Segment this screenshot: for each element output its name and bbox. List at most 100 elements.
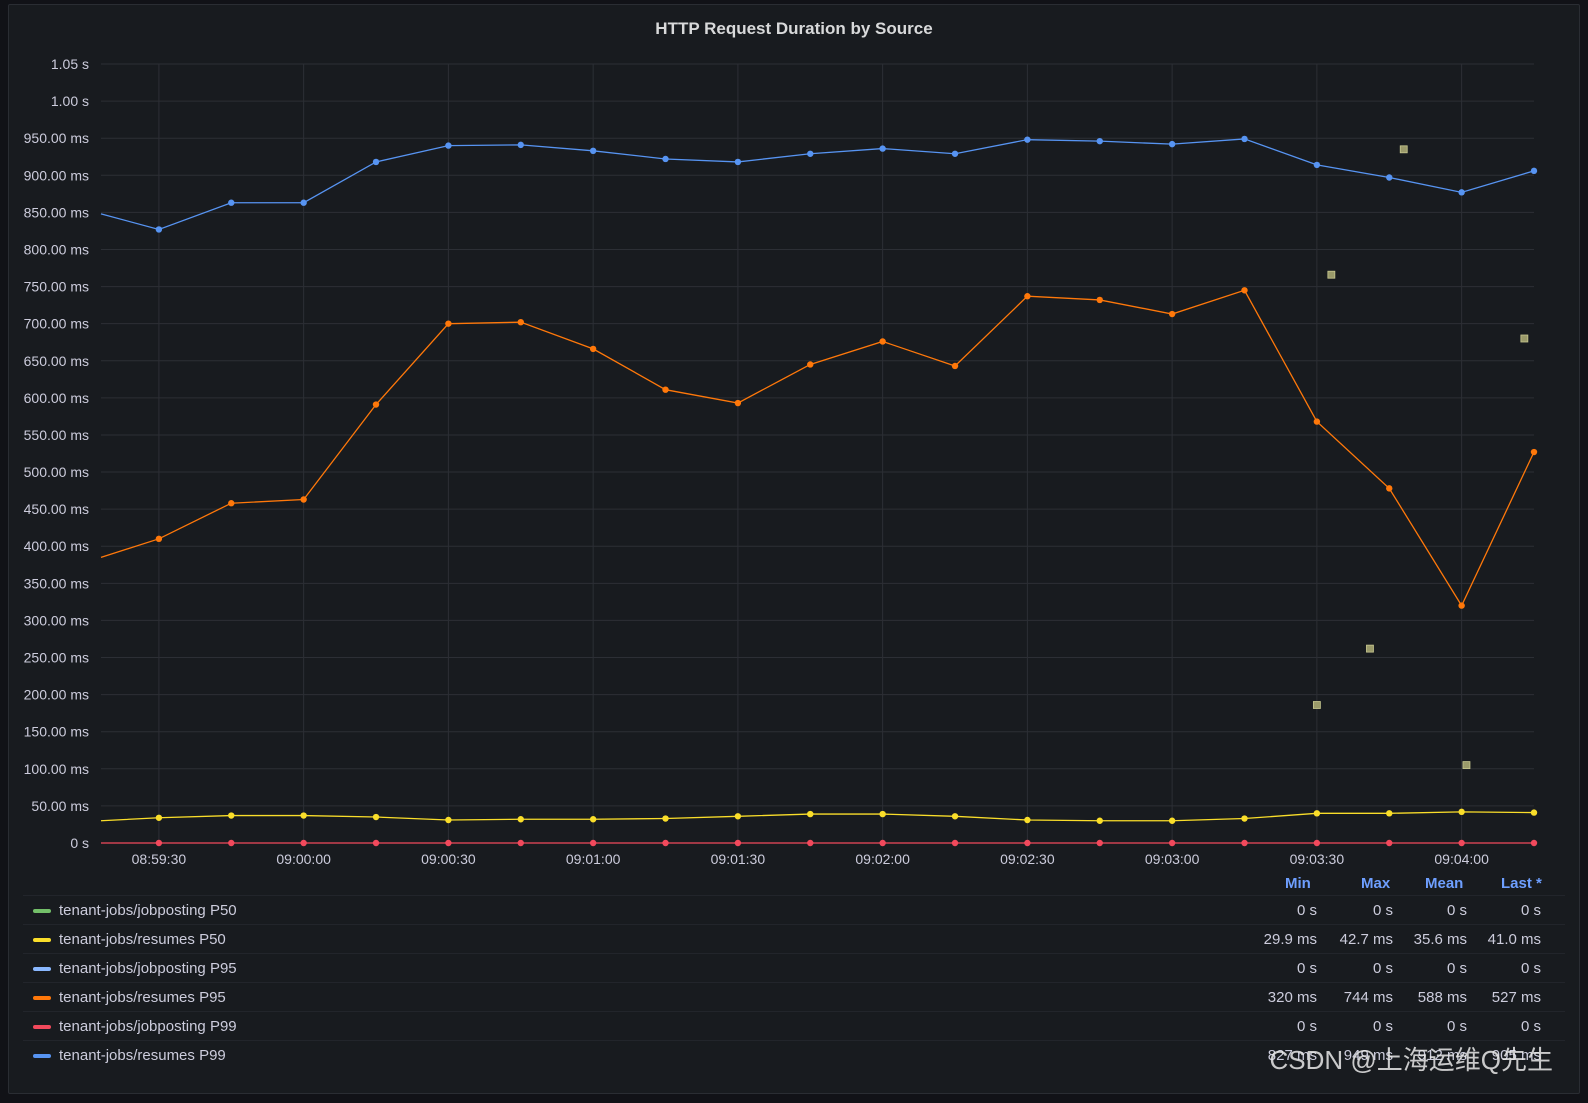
x-tick-label: 09:04:00 — [1434, 851, 1489, 865]
y-tick-label: 0 s — [70, 835, 89, 851]
data-point-tenant-jobs-resumes-p50 — [1241, 815, 1248, 822]
legend-row[interactable]: tenant-jobs/resumes P99 827 ms 949 ms 912 m… — [23, 1040, 1565, 1069]
data-point-tenant-jobs-resumes-p99 — [807, 150, 814, 157]
data-point-tenant-jobs-jobposting-p99 — [1313, 839, 1321, 847]
data-point-tenant-jobs-jobposting-p99 — [445, 839, 452, 847]
data-point-tenant-jobs-resumes-p95 — [1024, 293, 1031, 300]
legend-row[interactable]: tenant-jobs/resumes P95 320 ms 744 ms 588 m… — [23, 982, 1565, 1011]
data-point-tenant-jobs-resumes-p95 — [228, 500, 235, 507]
data-point-tenant-jobs-resumes-p50 — [1313, 810, 1321, 817]
data-point-tenant-jobs-jobposting-p99 — [807, 839, 814, 847]
legend-value-max: 949 ms — [1343, 1047, 1393, 1064]
y-tick-label: 750.00 ms — [24, 279, 89, 295]
legend-color-swatch[interactable] — [33, 1025, 51, 1029]
legend-series-name[interactable]: tenant-jobs/jobposting P95 — [59, 960, 237, 977]
data-point-tenant-jobs-resumes-p95 — [1168, 310, 1176, 318]
legend-value-last: 0 s — [1520, 1018, 1541, 1035]
y-tick-label: 600.00 ms — [24, 390, 89, 406]
legend-value-min: 320 ms — [1267, 989, 1317, 1006]
data-point-tenant-jobs-resumes-p95 — [1458, 602, 1465, 609]
legend-series-name[interactable]: tenant-jobs/jobposting P99 — [59, 1018, 237, 1035]
legend-color-swatch[interactable] — [33, 909, 51, 913]
y-tick-label: 700.00 ms — [24, 316, 89, 332]
legend-color-swatch[interactable] — [33, 938, 51, 942]
y-tick-label: 650.00 ms — [24, 353, 89, 369]
data-point-tenant-jobs-jobposting-p99 — [1168, 839, 1176, 847]
data-point-tenant-jobs-jobposting-p99 — [372, 839, 380, 847]
data-point-tenant-jobs-resumes-p95 — [589, 345, 597, 353]
legend-value-mean: 0 s — [1446, 960, 1467, 977]
data-point-tenant-jobs-resumes-p99 — [228, 199, 235, 206]
legend-header-max[interactable]: Max — [1361, 875, 1391, 892]
y-tick-label: 500.00 ms — [24, 464, 89, 480]
scatter-point — [1327, 270, 1336, 279]
legend-series-name[interactable]: tenant-jobs/resumes P95 — [59, 989, 226, 1006]
legend-series-name[interactable]: tenant-jobs/resumes P99 — [59, 1047, 226, 1064]
panel-title[interactable]: HTTP Request Duration by Source — [655, 19, 933, 38]
legend-row[interactable]: tenant-jobs/jobposting P99 0 s 0 s 0 s 0 s — [23, 1011, 1565, 1040]
data-point-tenant-jobs-resumes-p95 — [1386, 485, 1393, 492]
y-tick-label: 100.00 ms — [24, 761, 89, 777]
line-chart[interactable]: 0 s 50.00 ms 100.00 ms 150.00 ms 200.00 ms 25… — [9, 5, 1579, 865]
legend-row[interactable]: tenant-jobs/jobposting P50 0 s 0 s 0 s 0 s — [23, 895, 1565, 924]
legend-value-last: 527 ms — [1491, 989, 1541, 1006]
legend-value-max: 0 s — [1372, 902, 1393, 919]
scatter-point — [1366, 644, 1374, 653]
data-point-tenant-jobs-jobposting-p99 — [1386, 839, 1393, 847]
data-point-tenant-jobs-resumes-p50 — [879, 810, 886, 818]
data-point-tenant-jobs-jobposting-p99 — [662, 839, 669, 847]
legend-color-swatch[interactable] — [33, 967, 51, 971]
y-tick-label: 350.00 ms — [24, 575, 89, 591]
x-tick-label: 08:59:30 — [132, 851, 187, 865]
data-point-tenant-jobs-resumes-p50 — [372, 813, 380, 821]
data-point-tenant-jobs-jobposting-p99 — [1241, 839, 1248, 847]
series-line-tenant-jobs-resumes-p95 — [100, 289, 1535, 607]
data-point-tenant-jobs-resumes-p95 — [155, 535, 163, 543]
data-point-tenant-jobs-resumes-p99 — [1530, 167, 1538, 175]
data-point-tenant-jobs-jobposting-p99 — [1458, 839, 1465, 847]
data-point-tenant-jobs-jobposting-p99 — [734, 839, 742, 847]
data-point-tenant-jobs-resumes-p50 — [155, 814, 163, 821]
legend-color-swatch[interactable] — [33, 996, 51, 1000]
data-point-tenant-jobs-resumes-p50 — [807, 810, 814, 818]
x-tick-label: 09:01:00 — [566, 851, 621, 865]
legend-color-swatch[interactable] — [33, 1054, 51, 1058]
data-point-tenant-jobs-resumes-p50 — [228, 812, 235, 819]
legend-value-last: 0 s — [1520, 902, 1541, 919]
x-tick-label: 09:03:00 — [1145, 851, 1200, 865]
legend-header-last[interactable]: Last * — [1501, 875, 1542, 892]
legend-header-min[interactable]: Min — [1285, 875, 1311, 892]
data-point-tenant-jobs-resumes-p99 — [589, 147, 597, 155]
y-tick-label: 200.00 ms — [24, 687, 89, 703]
legend-row[interactable]: tenant-jobs/jobposting P95 0 s 0 s 0 s 0 s — [23, 953, 1565, 982]
data-point-tenant-jobs-jobposting-p99 — [155, 839, 163, 847]
data-point-tenant-jobs-resumes-p99 — [1241, 135, 1248, 143]
series-line-tenant-jobs-resumes-p99 — [100, 138, 1535, 231]
data-point-tenant-jobs-jobposting-p99 — [589, 839, 597, 847]
y-tick-label: 300.00 ms — [24, 612, 89, 628]
data-point-tenant-jobs-resumes-p50 — [445, 816, 452, 824]
scatter-point — [1312, 701, 1321, 709]
scatter-point — [1462, 761, 1471, 769]
data-point-tenant-jobs-resumes-p50 — [734, 813, 742, 820]
legend-header-mean[interactable]: Mean — [1425, 875, 1464, 892]
data-point-tenant-jobs-jobposting-p99 — [951, 839, 959, 847]
data-point-tenant-jobs-resumes-p50 — [1386, 810, 1393, 817]
data-point-tenant-jobs-resumes-p99 — [662, 155, 669, 163]
data-point-tenant-jobs-resumes-p99 — [1024, 136, 1031, 143]
data-point-tenant-jobs-resumes-p50 — [1096, 817, 1103, 824]
legend-row[interactable]: tenant-jobs/resumes P50 29.9 ms 42.7 ms 35.… — [23, 924, 1565, 953]
legend-header: Min Max Mean Last * — [23, 869, 1565, 895]
x-tick-label: 09:01:30 — [711, 851, 766, 865]
legend-series-name[interactable]: tenant-jobs/resumes P50 — [59, 931, 226, 948]
y-tick-label: 850.00 ms — [24, 204, 89, 220]
legend-value-max: 0 s — [1372, 1018, 1393, 1035]
y-tick-label: 1.00 s — [51, 93, 89, 109]
legend-value-max: 744 ms — [1343, 989, 1393, 1006]
data-point-tenant-jobs-resumes-p50 — [300, 812, 307, 819]
legend-series-name[interactable]: tenant-jobs/jobposting P50 — [59, 902, 237, 919]
y-tick-label: 150.00 ms — [24, 724, 89, 740]
legend-value-max: 42.7 ms — [1339, 931, 1393, 948]
data-point-tenant-jobs-resumes-p95 — [300, 496, 307, 503]
legend-value-last: 905 ms — [1491, 1047, 1541, 1064]
